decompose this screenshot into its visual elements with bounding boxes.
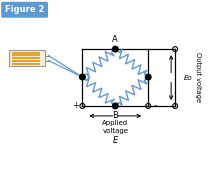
Text: -: - [154,101,157,110]
Text: B: B [112,111,118,120]
Circle shape [113,103,118,109]
Circle shape [145,74,151,80]
Circle shape [80,74,85,80]
Text: A: A [112,35,118,44]
Text: Output voltage: Output voltage [195,53,201,103]
Text: +: + [72,101,79,110]
Text: Figure 2: Figure 2 [5,5,44,14]
FancyBboxPatch shape [1,2,48,18]
FancyBboxPatch shape [9,50,45,66]
Text: Applied: Applied [102,120,128,126]
Text: E: E [113,136,118,145]
Circle shape [113,46,118,52]
Text: voltage: voltage [102,128,128,134]
Text: Eo: Eo [184,74,192,81]
